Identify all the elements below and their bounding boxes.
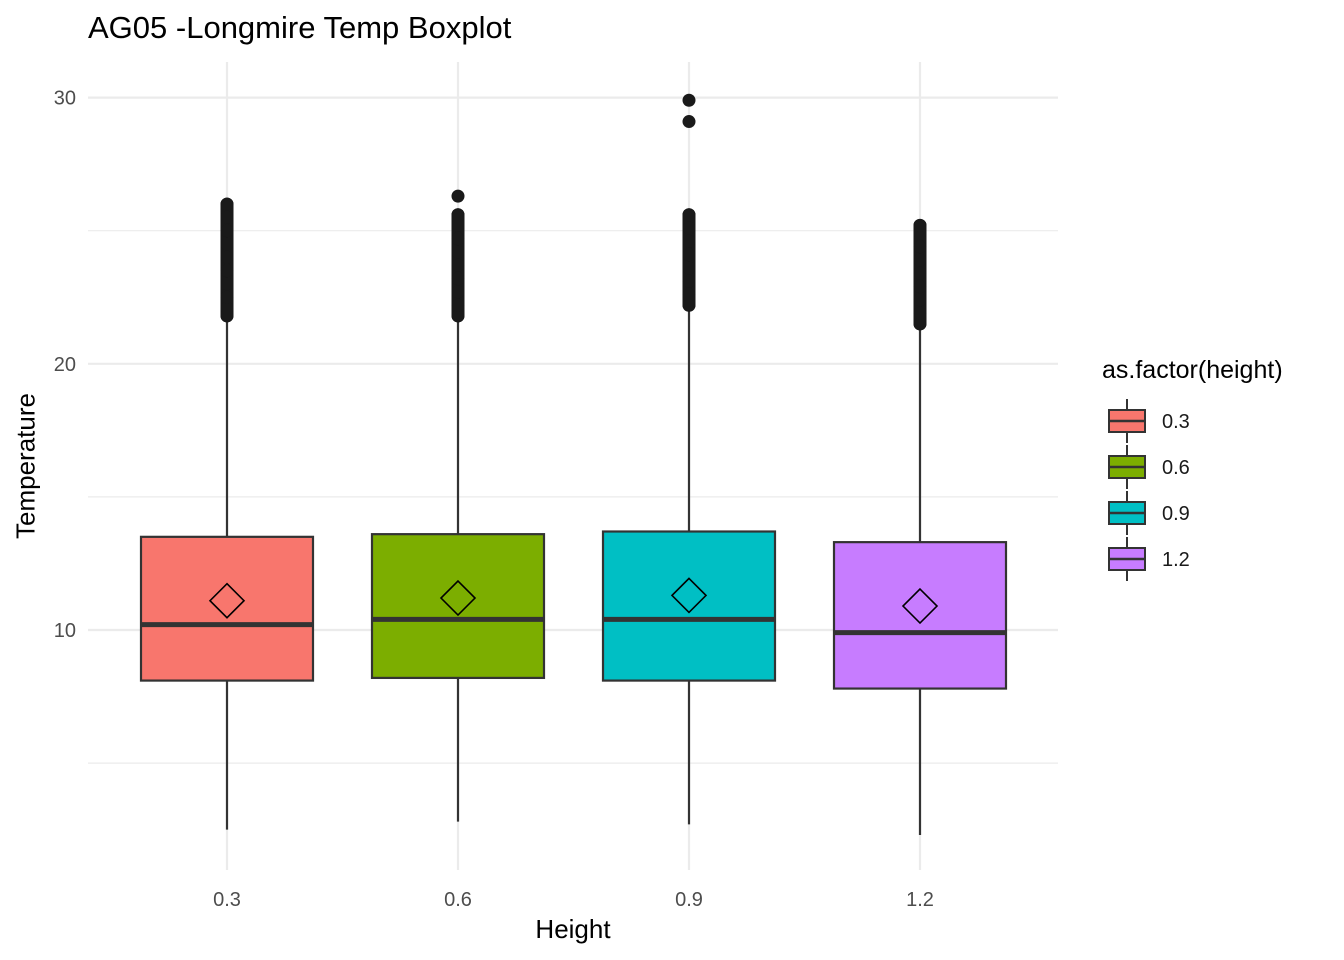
outlier-point-1.2: [913, 280, 927, 294]
outlier-point-0.9: [682, 248, 696, 262]
outlier-point-1.2: [913, 266, 927, 280]
outlier-point-1.2: [913, 306, 927, 320]
x-tick-label-0.3: 0.3: [213, 889, 241, 911]
outlier-point-1.2: [913, 240, 927, 254]
outlier-point-0.3: [220, 250, 234, 264]
mean-diamond-0.6: [439, 579, 477, 617]
outlier-point-0.9: [682, 274, 696, 288]
box-0.3: [139, 197, 315, 830]
outlier-point-0.6: [451, 258, 465, 272]
outlier-point-1.2: [913, 253, 927, 267]
legend: 0.3 0.6 0.9 1.2: [1108, 399, 1190, 581]
boxes: [139, 93, 1008, 835]
outlier-point-0.6: [451, 298, 465, 312]
outlier-point-0.3: [220, 277, 234, 291]
mean-diamond-0.9: [670, 577, 708, 614]
chart-title: AG05 -Longmire Temp Boxplot: [88, 10, 512, 45]
outlier-point-0.9: [682, 234, 696, 248]
outlier-point-0.3: [220, 264, 234, 278]
outlier-point-0.9: [682, 221, 696, 235]
iqr-box-0.6: [370, 533, 546, 680]
outlier-point-0.9: [682, 298, 696, 312]
legend-label-1.2: 1.2: [1162, 549, 1190, 571]
legend-title: as.factor(height): [1102, 356, 1283, 384]
box-1.2: [832, 218, 1008, 835]
outlier-point-0.3: [220, 290, 234, 304]
outlier-point-0.6: [451, 245, 465, 259]
iqr-box-1.2: [832, 541, 1008, 690]
outlier-point-0.3: [220, 197, 234, 211]
legend-key-0.9: 0.9: [1108, 491, 1190, 535]
outlier-point-0.9: [682, 288, 696, 302]
mean-diamond-1.2: [901, 587, 939, 625]
outlier-point-0.9: [682, 115, 696, 129]
outlier-point-0.6: [451, 309, 465, 323]
outlier-point-0.6: [451, 232, 465, 246]
y-tick-label-20: 20: [54, 354, 76, 376]
outlier-point-1.2: [913, 218, 927, 232]
legend-label-0.3: 0.3: [1162, 411, 1190, 433]
box-0.6: [370, 189, 546, 822]
outlier-point-0.9: [682, 93, 696, 107]
iqr-box-0.9: [601, 530, 777, 682]
legend-key-1.2: 1.2: [1108, 537, 1190, 581]
outlier-point-1.2: [913, 317, 927, 331]
legend-key-0.6: 0.6: [1108, 445, 1190, 489]
y-axis-label: Temperature: [10, 393, 41, 539]
box-0.9: [601, 93, 777, 825]
outlier-point-0.3: [220, 224, 234, 238]
iqr-box-0.3: [139, 535, 315, 682]
outlier-point-0.6: [451, 218, 465, 232]
x-axis-ticks: 0.3 0.6 0.9 1.2: [213, 889, 934, 911]
legend-label-0.6: 0.6: [1162, 457, 1190, 479]
y-tick-label-30: 30: [54, 88, 76, 110]
x-tick-label-0.6: 0.6: [444, 889, 472, 911]
outlier-point-0.6: [451, 272, 465, 286]
x-tick-label-1.2: 1.2: [906, 889, 934, 911]
y-axis-ticks: 10 20 30: [54, 88, 76, 642]
outlier-point-0.3: [220, 301, 234, 315]
outlier-point-0.3: [220, 237, 234, 251]
outlier-point-0.6: [451, 208, 465, 222]
outlier-point-1.2: [913, 293, 927, 307]
outlier-point-0.9: [682, 208, 696, 222]
outlier-point-0.6: [451, 189, 465, 203]
outlier-point-0.6: [451, 285, 465, 299]
outlier-point-0.3: [220, 210, 234, 224]
outlier-point-0.9: [682, 261, 696, 275]
y-tick-label-10: 10: [54, 620, 76, 642]
grid-lines: [88, 62, 1058, 870]
mean-diamond-0.3: [208, 582, 246, 619]
legend-label-0.9: 0.9: [1162, 503, 1190, 525]
x-axis-label: Height: [535, 914, 611, 944]
legend-key-0.3: 0.3: [1108, 399, 1190, 443]
x-tick-label-0.9: 0.9: [675, 889, 703, 911]
